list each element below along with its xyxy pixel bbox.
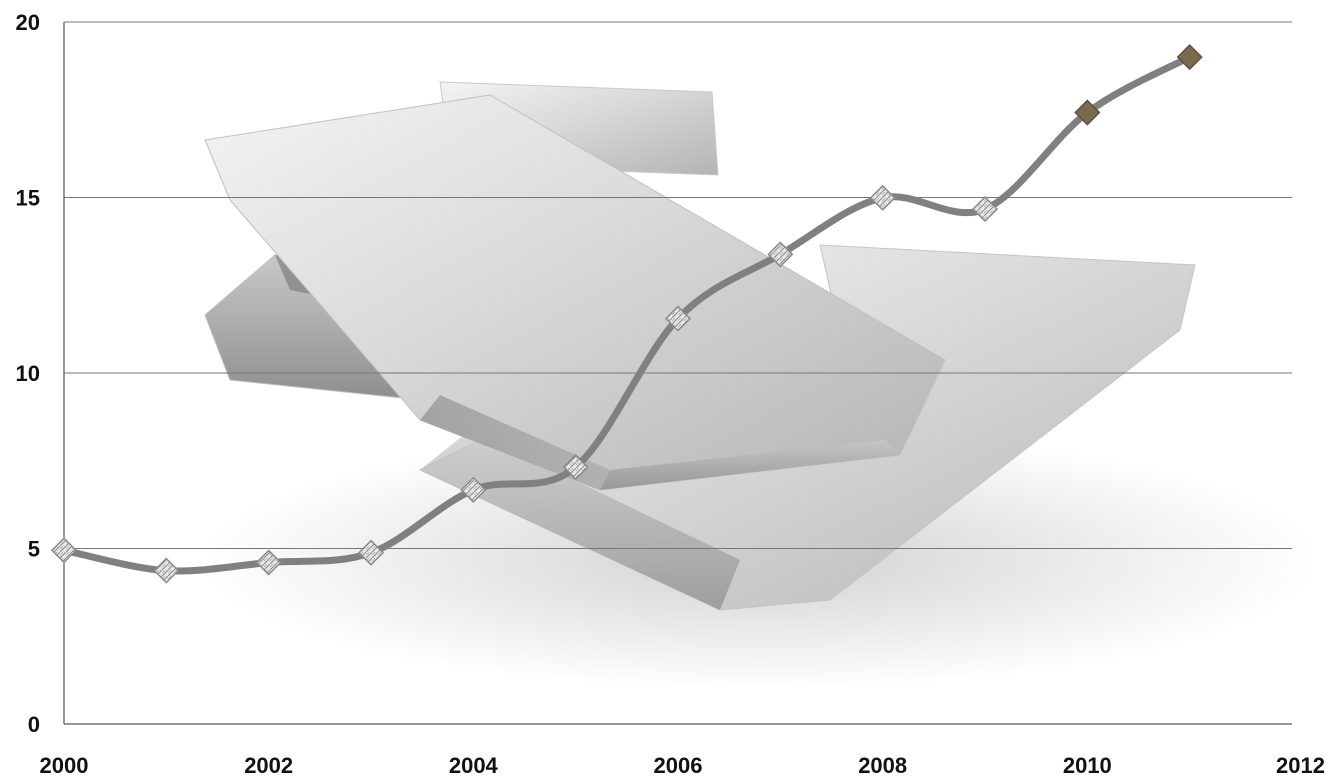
tick-labels: 0 5 10 15 20 2000 2002 2004 2006 2008 2010 2012 xyxy=(16,10,1325,778)
x-tick-label-2010: 2010 xyxy=(1063,753,1112,778)
data-point-2002 xyxy=(255,549,282,576)
grid-lines xyxy=(63,21,1292,725)
x-tick-label-2002: 2002 xyxy=(244,753,293,778)
x-tick-label-2004: 2004 xyxy=(449,753,499,778)
data-point-2010 xyxy=(1074,99,1101,126)
data-point-2008 xyxy=(869,184,896,211)
marker-layer xyxy=(50,44,1203,584)
x-tick-label-2008: 2008 xyxy=(858,753,907,778)
data-point-2004 xyxy=(460,476,487,503)
silver-bars-background xyxy=(200,81,1320,690)
data-point-2003 xyxy=(357,539,385,566)
x-tick-label-2000: 2000 xyxy=(40,753,89,778)
y-tick-label-10: 10 xyxy=(16,361,40,386)
y-tick-label-20: 20 xyxy=(16,10,40,35)
x-tick-label-2006: 2006 xyxy=(654,753,703,778)
data-point-2005 xyxy=(562,454,589,481)
data-point-2007 xyxy=(767,241,794,268)
x-tick-label-2012: 2012 xyxy=(1276,753,1325,778)
data-point-2006 xyxy=(664,305,692,332)
y-tick-label-5: 5 xyxy=(28,537,40,562)
data-point-2000 xyxy=(50,537,78,564)
data-point-2011 xyxy=(1176,44,1203,71)
y-tick-label-0: 0 xyxy=(28,712,40,737)
y-tick-label-15: 15 xyxy=(16,186,40,211)
data-point-2009 xyxy=(971,196,999,223)
data-point-2001 xyxy=(153,557,180,584)
